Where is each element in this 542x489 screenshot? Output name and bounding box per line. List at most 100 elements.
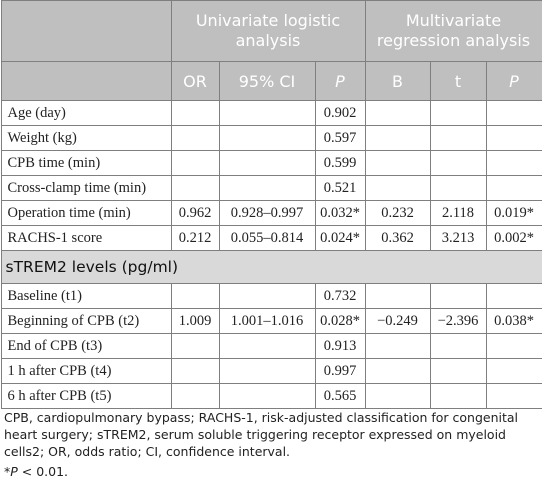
col-header-t: t	[429, 61, 487, 101]
cell-or	[170, 283, 220, 309]
significance-text: < 0.01.	[17, 464, 69, 479]
cell-t	[429, 175, 487, 201]
cell-p-univariate: 0.732	[314, 283, 366, 309]
cell-b: 0.362	[364, 225, 431, 251]
univariate-header: Univariate logistic analysis	[170, 0, 366, 62]
table-row: Beginning of CPB (t2) 1.009 1.001–1.016 …	[0, 308, 542, 334]
cell-p-univariate: 0.565	[314, 383, 366, 409]
section-row: sTREM2 levels (pg/ml)	[0, 250, 542, 284]
significance-note: *P < 0.01.	[4, 463, 538, 480]
cell-or	[170, 383, 220, 409]
abbreviations-note: CPB, cardiopulmonary bypass; RACHS-1, ri…	[4, 410, 519, 459]
row-label: Operation time (min)	[0, 200, 172, 226]
cell-p-multivariate	[485, 175, 542, 201]
table-row: Baseline (t1) 0.732	[0, 283, 542, 309]
cell-b	[364, 175, 431, 201]
header-label-blank	[0, 61, 172, 101]
cell-p-multivariate	[485, 358, 542, 384]
row-label: Weight (kg)	[0, 125, 172, 151]
cell-t	[429, 358, 487, 384]
regression-results-table: Univariate logistic analysis Multivariat…	[0, 0, 542, 409]
cell-p-univariate: 0.902	[314, 100, 366, 126]
cell-p-multivariate	[485, 100, 542, 126]
cell-ci	[218, 358, 316, 384]
cell-or	[170, 175, 220, 201]
row-label: 1 h after CPB (t4)	[0, 358, 172, 384]
cell-ci	[218, 125, 316, 151]
cell-b	[364, 125, 431, 151]
row-label: RACHS-1 score	[0, 225, 172, 251]
cell-ci	[218, 333, 316, 359]
cell-ci	[218, 383, 316, 409]
cell-p-univariate: 0.599	[314, 150, 366, 176]
significance-prefix: *	[4, 464, 11, 479]
table-row: Age (day) 0.902	[0, 100, 542, 126]
table-row: Weight (kg) 0.597	[0, 125, 542, 151]
cell-or: 0.212	[170, 225, 220, 251]
cell-p-univariate: 0.032*	[314, 200, 366, 226]
table-row: End of CPB (t3) 0.913	[0, 333, 542, 359]
col-header-ci: 95% CI	[218, 61, 316, 101]
col-header-b: B	[364, 61, 431, 101]
table-row: Cross-clamp time (min) 0.521	[0, 175, 542, 201]
table-row: 6 h after CPB (t5) 0.565	[0, 383, 542, 409]
results-table-container: Univariate logistic analysis Multivariat…	[0, 0, 542, 409]
cell-t: −2.396	[429, 308, 487, 334]
cell-ci	[218, 100, 316, 126]
cell-p-univariate: 0.997	[314, 358, 366, 384]
cell-b	[364, 383, 431, 409]
cell-b: 0.232	[364, 200, 431, 226]
cell-or	[170, 100, 220, 126]
cell-ci	[218, 283, 316, 309]
col-header-or: OR	[170, 61, 220, 101]
cell-ci: 0.928–0.997	[218, 200, 316, 226]
cell-or	[170, 150, 220, 176]
cell-b	[364, 100, 431, 126]
table-body: Age (day) 0.902 Weight (kg) 0.597 CPB ti…	[0, 100, 542, 409]
section-label: sTREM2 levels (pg/ml)	[0, 250, 542, 284]
row-label: CPB time (min)	[0, 150, 172, 176]
row-label: Cross-clamp time (min)	[0, 175, 172, 201]
cell-p-univariate: 0.521	[314, 175, 366, 201]
cell-or	[170, 358, 220, 384]
cell-t	[429, 150, 487, 176]
cell-t	[429, 100, 487, 126]
cell-p-multivariate: 0.038*	[485, 308, 542, 334]
cell-ci: 0.055–0.814	[218, 225, 316, 251]
header-blank-cell	[0, 0, 172, 62]
cell-b	[364, 283, 431, 309]
cell-t	[429, 125, 487, 151]
cell-p-multivariate: 0.002*	[485, 225, 542, 251]
cell-p-univariate: 0.597	[314, 125, 366, 151]
cell-or	[170, 125, 220, 151]
multivariate-header: Multivariate regression analysis	[364, 0, 542, 62]
cell-t	[429, 283, 487, 309]
cell-b	[364, 333, 431, 359]
cell-t: 2.118	[429, 200, 487, 226]
cell-p-univariate: 0.028*	[314, 308, 366, 334]
row-label: End of CPB (t3)	[0, 333, 172, 359]
table-header: Univariate logistic analysis Multivariat…	[0, 0, 542, 101]
col-header-p-univariate: P	[314, 61, 366, 101]
cell-p-multivariate	[485, 125, 542, 151]
row-label: 6 h after CPB (t5)	[0, 383, 172, 409]
cell-ci	[218, 175, 316, 201]
table-row: CPB time (min) 0.599	[0, 150, 542, 176]
row-label: Age (day)	[0, 100, 172, 126]
table-row: 1 h after CPB (t4) 0.997	[0, 358, 542, 384]
row-label: Beginning of CPB (t2)	[0, 308, 172, 334]
cell-p-univariate: 0.024*	[314, 225, 366, 251]
cell-p-multivariate	[485, 333, 542, 359]
cell-or: 0.962	[170, 200, 220, 226]
cell-t	[429, 383, 487, 409]
cell-p-multivariate	[485, 383, 542, 409]
row-label: Baseline (t1)	[0, 283, 172, 309]
cell-ci	[218, 150, 316, 176]
significance-symbol: P	[10, 464, 18, 479]
table-row: RACHS-1 score 0.212 0.055–0.814 0.024* 0…	[0, 225, 542, 251]
cell-b	[364, 358, 431, 384]
cell-p-multivariate	[485, 283, 542, 309]
cell-t	[429, 333, 487, 359]
cell-b: −0.249	[364, 308, 431, 334]
cell-b	[364, 150, 431, 176]
